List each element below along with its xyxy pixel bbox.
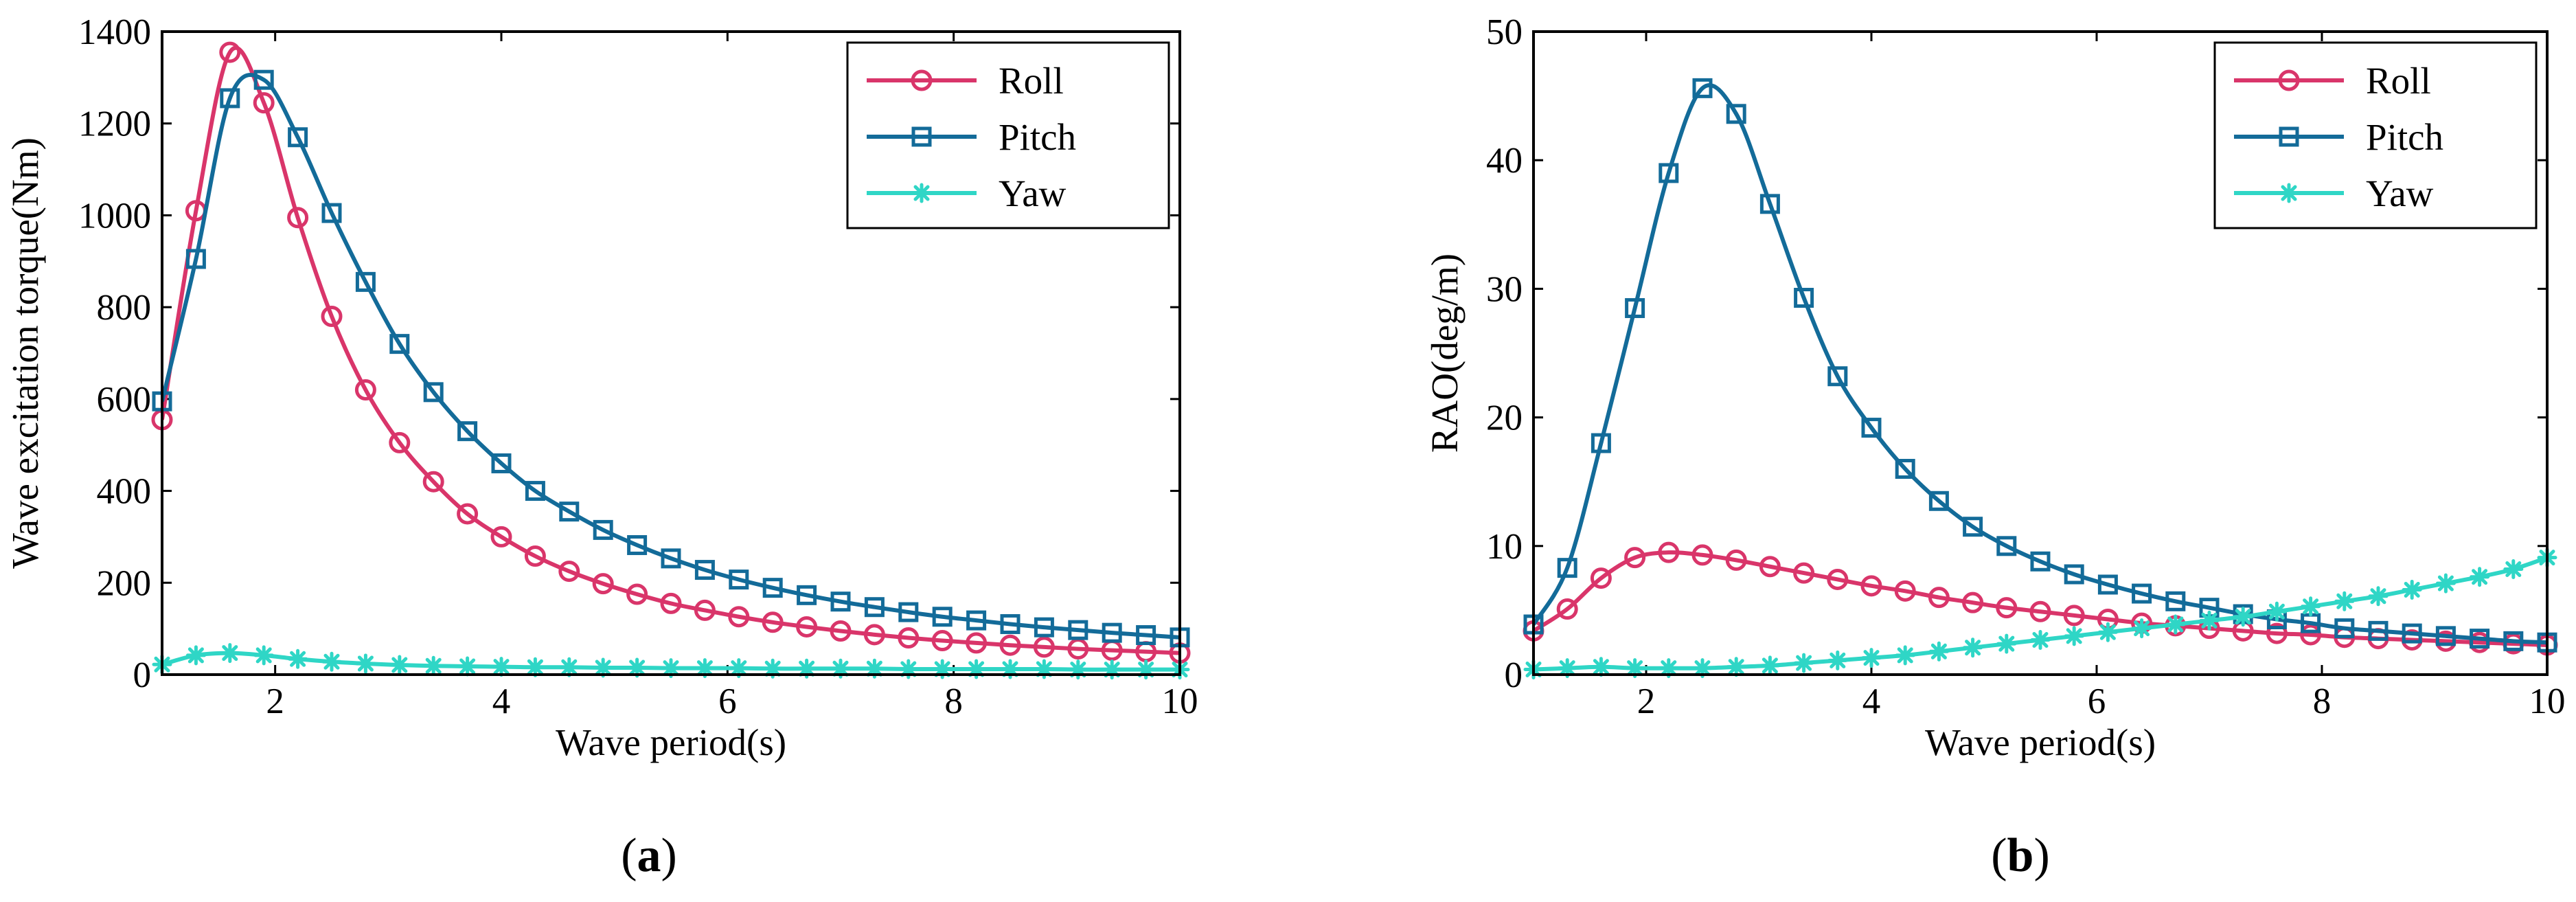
panel-b-x-tick-label: 10 bbox=[2529, 681, 2566, 721]
panel-b-y-tick-label: 20 bbox=[1486, 398, 1523, 438]
panel-a-y-tick-label: 1200 bbox=[78, 104, 151, 144]
panel-b-yaw-point bbox=[2066, 628, 2082, 644]
panel-a-y-tick-label: 800 bbox=[97, 288, 152, 328]
panel-a-y-tick-label: 1000 bbox=[78, 196, 151, 236]
panel-b-y-axis-title: RAO(deg/m) bbox=[1424, 253, 1466, 453]
panel-b-y-tick-label: 10 bbox=[1486, 527, 1523, 567]
caption-b-open: ( bbox=[1991, 829, 2007, 882]
panel-a-x-tick-label: 6 bbox=[718, 681, 737, 721]
panel-b-yaw-point bbox=[2268, 603, 2285, 620]
caption-b: (b) bbox=[1991, 829, 2050, 882]
panel-b-yaw-point bbox=[2032, 631, 2049, 648]
panel-a-x-tick-label: 2 bbox=[266, 681, 284, 721]
panel-b-yaw-point bbox=[2404, 581, 2420, 598]
panel-b-yaw-point bbox=[1930, 643, 1947, 659]
panel-a-y-tick-label: 1400 bbox=[78, 12, 151, 52]
panel-b-yaw-point bbox=[2235, 609, 2251, 625]
panel-a-y-axis-title: Wave excitation torque(Nm) bbox=[4, 137, 46, 569]
panel-b-x-axis-title: Wave period(s) bbox=[1925, 721, 2156, 763]
panel-a-yaw-point bbox=[527, 659, 543, 675]
panel-b-y-tick-label: 40 bbox=[1486, 141, 1523, 181]
caption-b-close: ) bbox=[2033, 829, 2049, 882]
panel-a-x-tick-label: 4 bbox=[492, 681, 511, 721]
panel-a-x-tick-label: 10 bbox=[1162, 681, 1198, 721]
panel-b-x-tick-label: 6 bbox=[2088, 681, 2106, 721]
panel-b-yaw-point bbox=[1863, 650, 1880, 666]
panel-b-x-tick-label: 2 bbox=[1637, 681, 1656, 721]
panel-b-yaw-point bbox=[2201, 612, 2218, 629]
panel-a-y-tick-label: 600 bbox=[97, 380, 152, 420]
panel-a-yaw-point bbox=[255, 647, 272, 664]
panel-b-legend-yaw-label: Yaw bbox=[2366, 172, 2434, 214]
panel-b-yaw-point bbox=[2472, 569, 2488, 585]
panel-a-yaw-point bbox=[561, 659, 578, 675]
caption-a-letter: a bbox=[637, 829, 661, 882]
panel-b-y-tick-label: 0 bbox=[1505, 655, 1523, 695]
panel-a-y-tick-label: 200 bbox=[97, 563, 152, 603]
panel-b-yaw-point bbox=[1796, 655, 1812, 671]
panel-a-yaw-point bbox=[323, 653, 340, 670]
panel-a-legend-roll-label: Roll bbox=[999, 60, 1064, 102]
panel-b-yaw-point bbox=[1965, 640, 1981, 656]
panel-a-yaw-point bbox=[290, 651, 306, 667]
panel-b-y-tick-label: 30 bbox=[1486, 269, 1523, 309]
panel-a-legend: Roll Pitch Yaw bbox=[847, 43, 1169, 228]
panel-a-yaw-point bbox=[493, 659, 510, 675]
panel-a-y-tick-label: 400 bbox=[97, 472, 152, 512]
panel-b-legend-pitch-label: Pitch bbox=[2366, 116, 2443, 158]
panel-a-legend-pitch-label: Pitch bbox=[999, 116, 1076, 158]
panel-b-yaw-point bbox=[2505, 561, 2522, 577]
panel-a-y-tick-label: 0 bbox=[133, 655, 152, 695]
panel-b-yaw-point bbox=[2167, 616, 2184, 633]
caption-a-close: ) bbox=[661, 829, 677, 882]
panel-a-yaw-point bbox=[425, 657, 442, 674]
panel-a-legend-yaw-label: Yaw bbox=[999, 172, 1067, 214]
panel-b-chart: 2 4 6 8 10 0 10 20 30 40 50 Wave period(s) RAO(deg/m… bbox=[1424, 12, 2566, 763]
panel-a-yaw-point bbox=[222, 645, 238, 662]
panel-a-yaw-point bbox=[391, 657, 408, 673]
panel-a-yaw-point bbox=[459, 658, 476, 675]
panel-b-yaw-point bbox=[1728, 659, 1744, 675]
panel-b-yaw-point bbox=[2099, 624, 2116, 640]
panel-b-yaw-point bbox=[2437, 575, 2454, 591]
panel-b-yaw-point bbox=[2303, 598, 2319, 615]
panel-b-yaw-point bbox=[2370, 588, 2386, 605]
panel-b-yaw-point bbox=[1593, 659, 1609, 675]
panel-b-x-tick-label: 8 bbox=[2313, 681, 2332, 721]
panel-b-x-tick-label: 4 bbox=[1862, 681, 1881, 721]
figure: 2 4 6 8 100200400600800100012001400Wave peri… bbox=[0, 0, 2576, 902]
panel-b-yaw-point bbox=[1762, 657, 1778, 674]
panel-b-yaw-point bbox=[1998, 635, 2015, 652]
panel-a-chart: 2 4 6 8 10 0 200 400 600 800 1000 1200 1400 Wave peri… bbox=[4, 12, 1198, 763]
caption-b-letter: b bbox=[2007, 829, 2034, 882]
panel-b-legend-roll-label: Roll bbox=[2366, 60, 2431, 102]
panel-a-yaw-point bbox=[357, 655, 374, 672]
panel-b-yaw-point bbox=[1830, 652, 1846, 668]
panel-a-x-tick-label: 8 bbox=[944, 681, 963, 721]
panel-b-legend-yaw-marker bbox=[2281, 185, 2297, 201]
panel-b-yaw-point bbox=[2134, 620, 2150, 637]
panel-b-yaw-point bbox=[2336, 593, 2353, 609]
panel-b-y-tick-label: 50 bbox=[1486, 12, 1523, 52]
caption-a: (a) bbox=[621, 829, 677, 882]
panel-a-yaw-point bbox=[187, 647, 204, 664]
panel-b-legend: Roll Pitch Yaw bbox=[2215, 43, 2536, 228]
caption-a-open: ( bbox=[621, 829, 637, 882]
panel-a-x-axis-title: Wave period(s) bbox=[556, 721, 786, 763]
panel-b-yaw-point bbox=[1897, 647, 1913, 664]
panel-a-legend-yaw-marker bbox=[913, 185, 930, 201]
